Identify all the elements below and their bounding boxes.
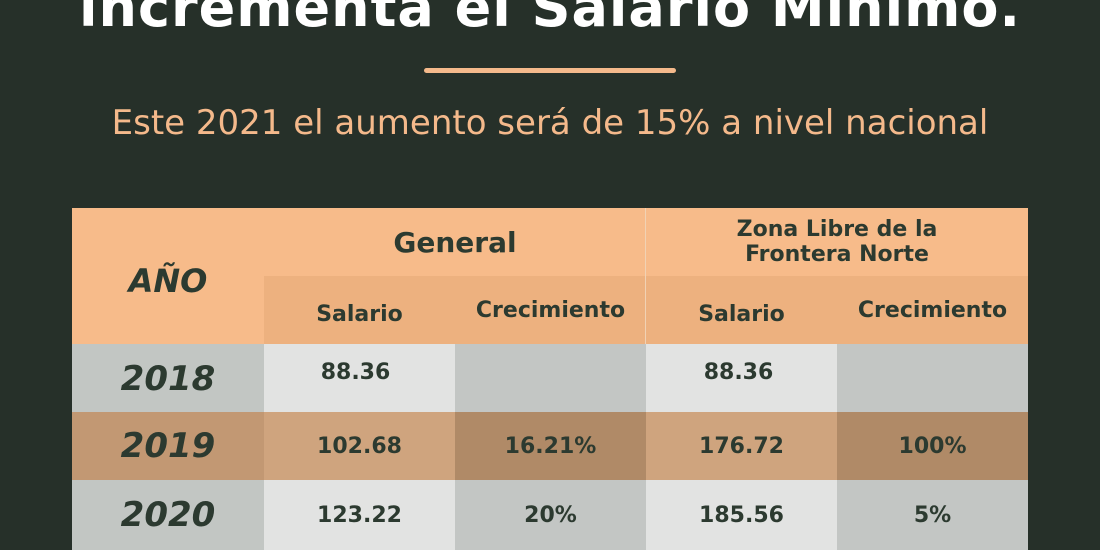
group-zona-label-line1: Zona Libre de la [736,217,938,242]
group-general-header: General [264,208,646,276]
col-zona-salario: Salario [646,276,837,344]
table-cell-zona-salario: 176.72 [646,412,837,480]
headline: incrementa el Salario Mínimo. [79,0,1021,39]
year-header: AÑO [72,208,264,344]
col-zona-crecimiento: Crecimiento [837,276,1028,344]
table-cell-gen-crec: 16.21% [455,412,646,480]
col-general-salario: Salario [264,276,455,344]
table-cell-gen-salario: 88.36 [264,344,455,412]
year-header-label: AÑO [128,262,208,300]
table-row-year: 2018 [72,344,264,412]
table-cell-gen-salario: 102.68 [264,412,455,480]
table-cell-gen-crec [455,344,646,412]
table-cell-zona-salario: 88.36 [646,344,837,412]
table-cell-zona-crec: 5% [837,480,1028,550]
group-zona-header: Zona Libre de la Frontera Norte [646,208,1028,276]
title-divider [424,68,676,73]
table-cell-gen-salario: 123.22 [264,480,455,550]
table-cell-zona-salario: 185.56 [646,480,837,550]
header-separator [645,208,646,344]
table-cell-zona-crec: 100% [837,412,1028,480]
table-cell-gen-crec: 20% [455,480,646,550]
table-row-year: 2019 [72,412,264,480]
table-row-year: 2020 [72,480,264,550]
group-zona-label-line2: Frontera Norte [745,242,929,267]
col-general-crecimiento: Crecimiento [455,276,646,344]
group-general-label: General [393,225,517,259]
subtitle: Este 2021 el aumento será de 15% a nivel… [111,103,989,143]
table-cell-zona-crec [837,344,1028,412]
